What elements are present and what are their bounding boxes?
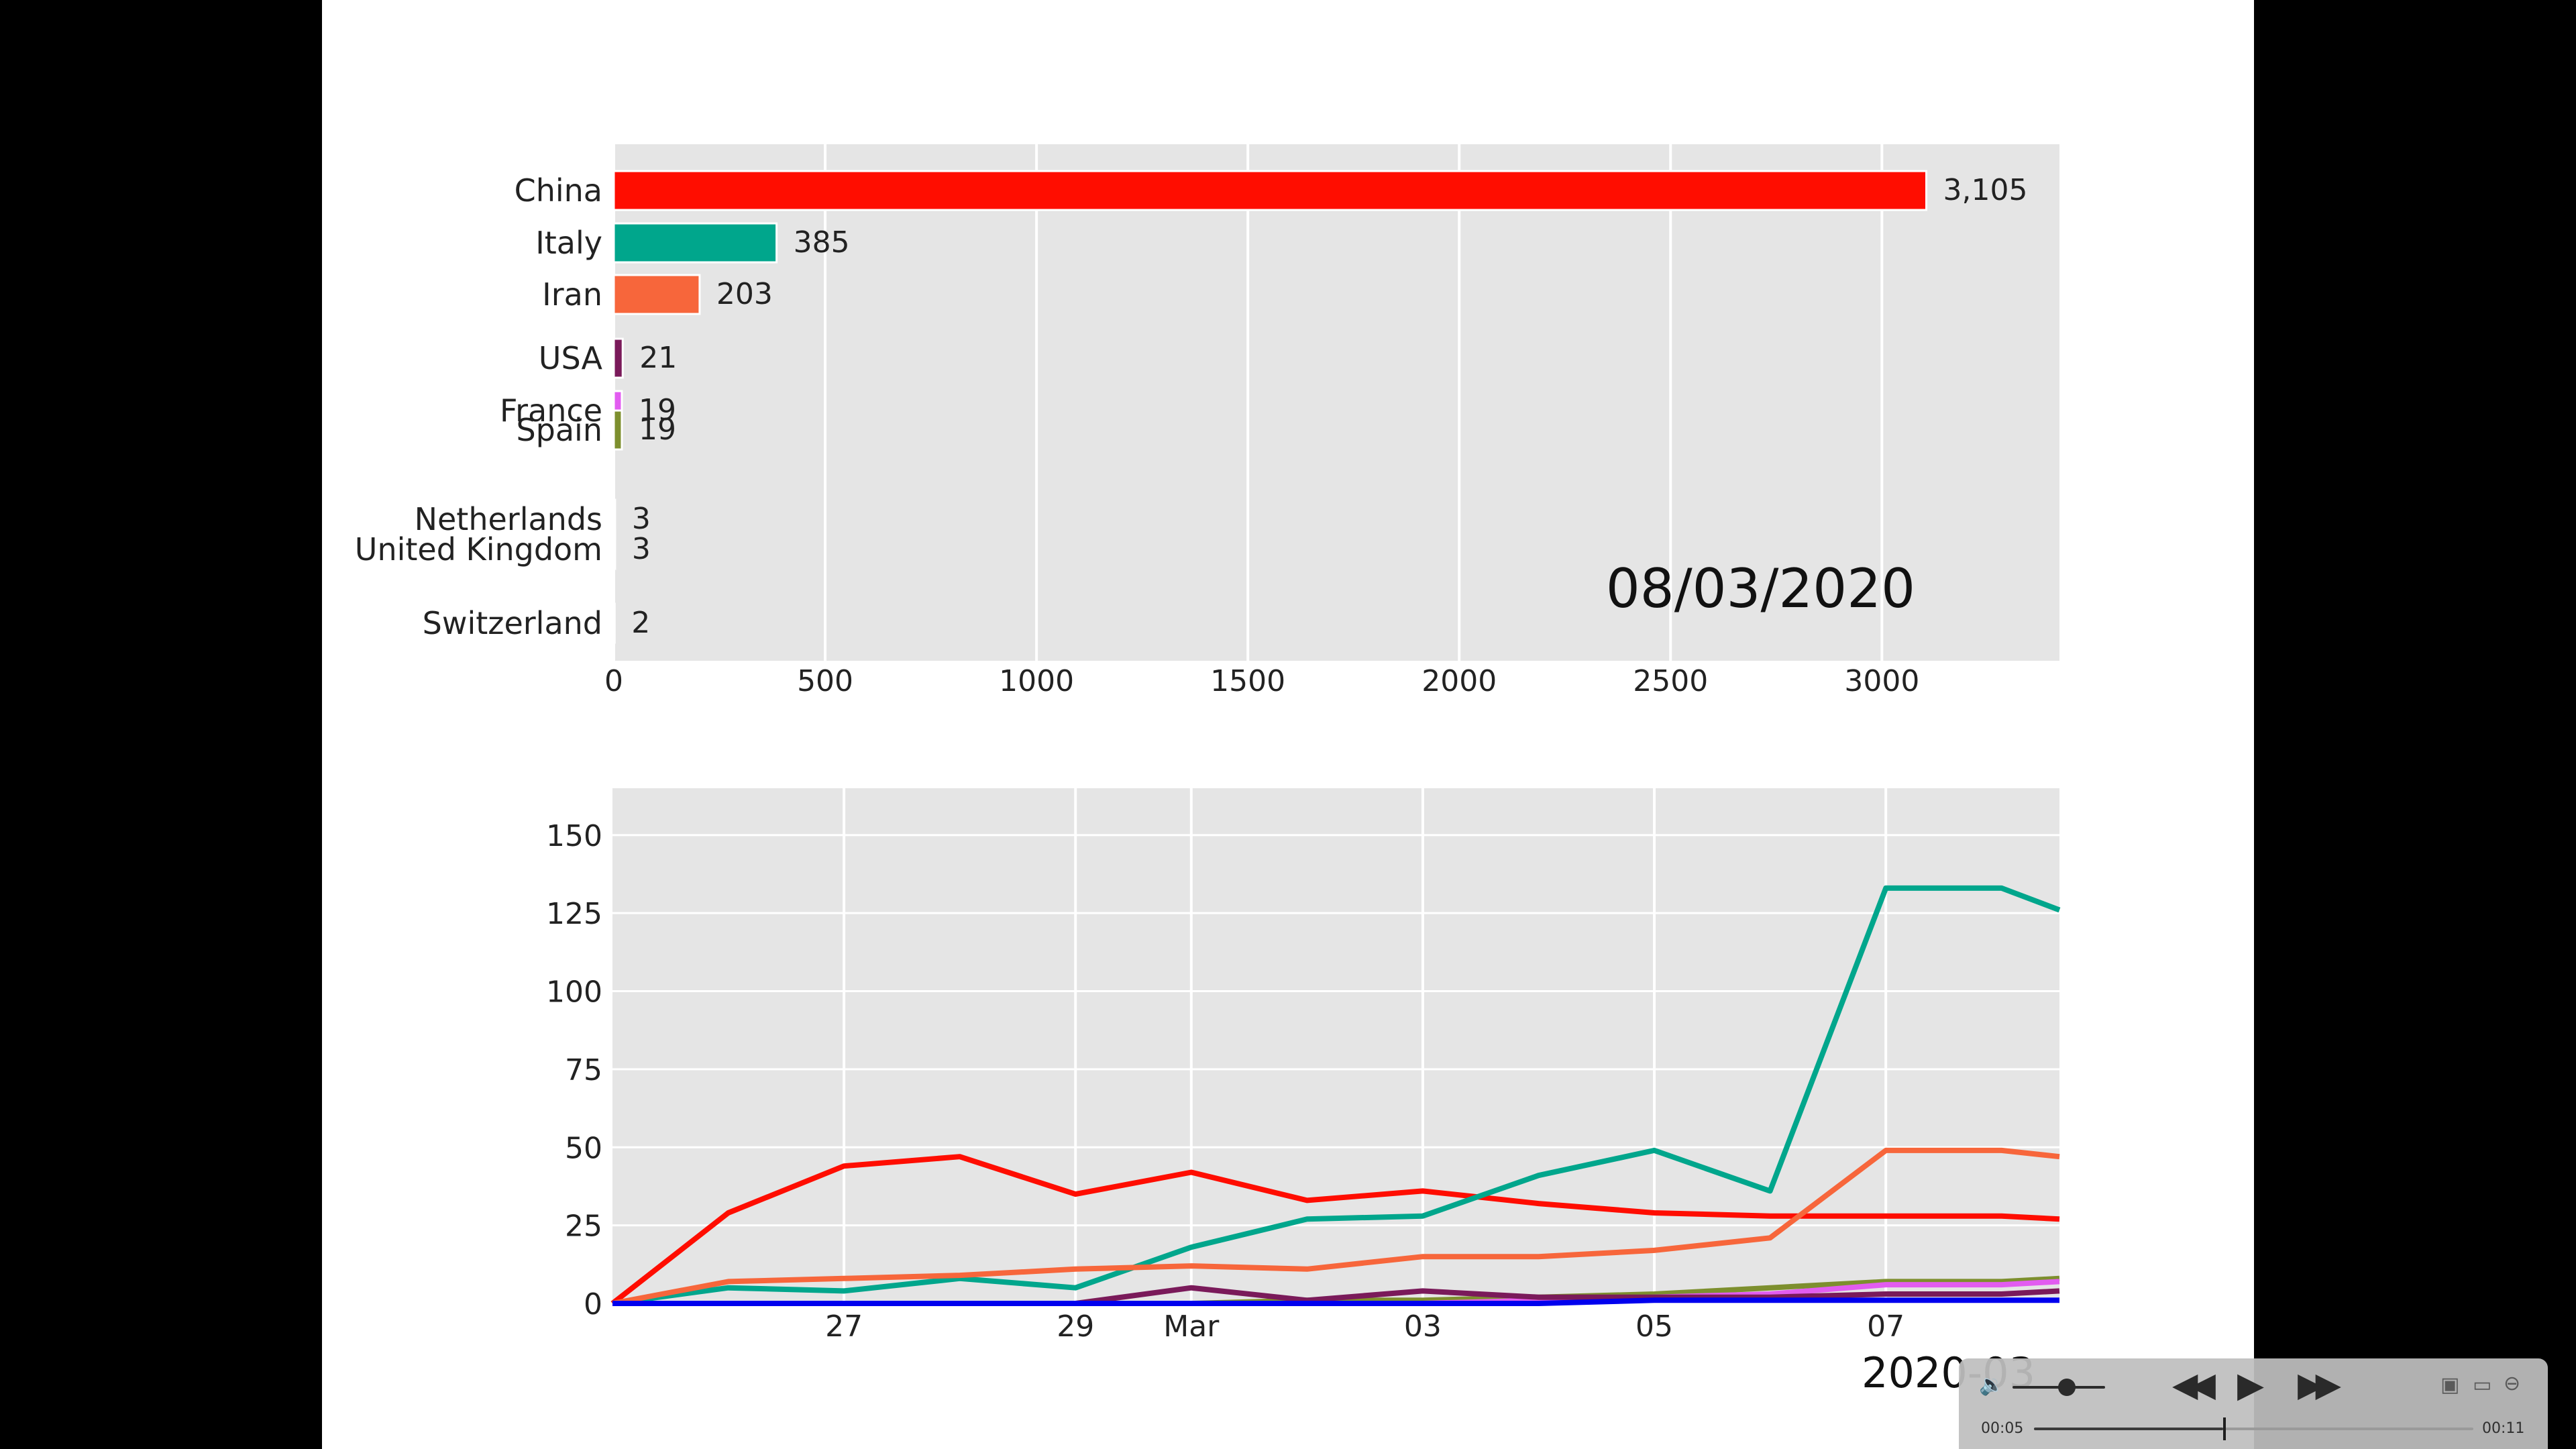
more-options-icon[interactable]: ⊖	[2504, 1372, 2521, 1395]
line-y-tick-label: 0	[584, 1287, 602, 1322]
bar-value-label: 203	[716, 277, 773, 311]
rewind-icon[interactable]: ◀◀	[2172, 1365, 2216, 1404]
line-y-tick-label: 50	[565, 1131, 602, 1165]
line-chart-series	[610, 885, 2061, 1306]
progress-bar[interactable]	[2034, 1428, 2473, 1430]
line-chart-y-tick-labels: 0 25 50 75 100 125 150	[546, 819, 602, 1322]
video-frame: China Italy Iran USA France Spain Netherlands U…	[322, 0, 2254, 1449]
bar-category-label: Iran	[542, 276, 602, 313]
line-chart-x-tick-labels: 27 29 Mar 03 05 07	[825, 1309, 1904, 1344]
bar	[612, 337, 624, 379]
bar-value-label: 2	[631, 606, 650, 640]
bar-category-label: United Kingdom	[355, 531, 602, 568]
bar-category-label: USA	[539, 340, 603, 376]
line-x-tick-label: 27	[825, 1309, 863, 1344]
line-y-tick-label: 150	[546, 819, 602, 853]
line-series	[612, 1147, 2060, 1306]
bar-x-tick-label: 3000	[1844, 664, 1919, 698]
bar	[612, 222, 778, 264]
line-y-tick-label: 75	[565, 1053, 602, 1087]
bar-category-label: China	[515, 172, 602, 209]
line-series	[610, 1154, 2060, 1306]
total-time: 00:11	[2482, 1420, 2525, 1437]
bar	[612, 529, 616, 570]
date-label: 08/03/2020	[1606, 557, 1915, 620]
bar-value-label: 3	[632, 502, 651, 536]
bar-x-tick-label: 0	[604, 664, 623, 698]
bar-category-label: Spain	[516, 412, 602, 448]
pip-icon[interactable]: ▣	[2440, 1373, 2460, 1397]
bar-value-label: 19	[639, 393, 676, 427]
fast-forward-icon[interactable]: ▶▶	[2298, 1365, 2341, 1404]
line-x-tick-label: 05	[1635, 1309, 1673, 1344]
bar-chart-bars	[612, 170, 1928, 644]
bar-x-tick-label: 1000	[999, 664, 1074, 698]
bar-x-tick-label: 1500	[1210, 664, 1285, 698]
bar-category-label: Italy	[535, 225, 602, 261]
bar-value-label: 3	[632, 532, 651, 566]
bar	[612, 409, 623, 451]
bar-category-label: Switzerland	[423, 605, 602, 641]
video-player-controls: 🔉 ◀◀ ▶ ▶▶ ▣ ▭ ⊖ 00:05 00:11	[1959, 1358, 2548, 1449]
airplay-icon[interactable]: ▭	[2473, 1373, 2492, 1397]
line-series	[612, 1297, 2059, 1306]
volume-icon[interactable]: 🔉	[1979, 1373, 2004, 1397]
line-x-tick-label: Mar	[1163, 1309, 1220, 1344]
bar-value-label: 385	[794, 225, 850, 260]
bar-x-tick-label: 2000	[1421, 664, 1497, 698]
bar-chart-plot-area	[614, 144, 2059, 661]
bar-category-label: Netherlands	[415, 501, 602, 537]
current-time: 00:05	[1981, 1420, 2024, 1437]
play-icon[interactable]: ▶	[2237, 1365, 2264, 1405]
progress-bar-fill	[2034, 1428, 2223, 1430]
bar	[612, 170, 1928, 211]
bar-chart-x-tick-labels: 0 500 1000 1500 2000 2500 3000	[604, 664, 1919, 698]
line-chart-gridlines	[612, 788, 2059, 1305]
volume-slider-knob[interactable]	[2058, 1379, 2076, 1396]
bar-x-tick-label: 500	[797, 664, 853, 698]
line-y-tick-label: 25	[565, 1210, 602, 1244]
line-y-tick-label: 125	[546, 897, 602, 931]
line-x-tick-label: 29	[1057, 1309, 1094, 1344]
bar-value-label: 3,105	[1943, 173, 2028, 207]
progress-bar-playhead[interactable]	[2222, 1417, 2226, 1440]
bar-category-label: France	[500, 392, 602, 429]
bar-x-tick-label: 2500	[1633, 664, 1708, 698]
line-series	[612, 885, 2061, 1306]
line-y-tick-label: 100	[546, 975, 602, 1010]
bar-value-label: 21	[639, 341, 677, 375]
bar-value-label: 19	[639, 413, 676, 447]
line-x-tick-label: 07	[1867, 1309, 1904, 1344]
bar	[612, 274, 701, 315]
line-x-tick-label: 03	[1404, 1309, 1442, 1344]
